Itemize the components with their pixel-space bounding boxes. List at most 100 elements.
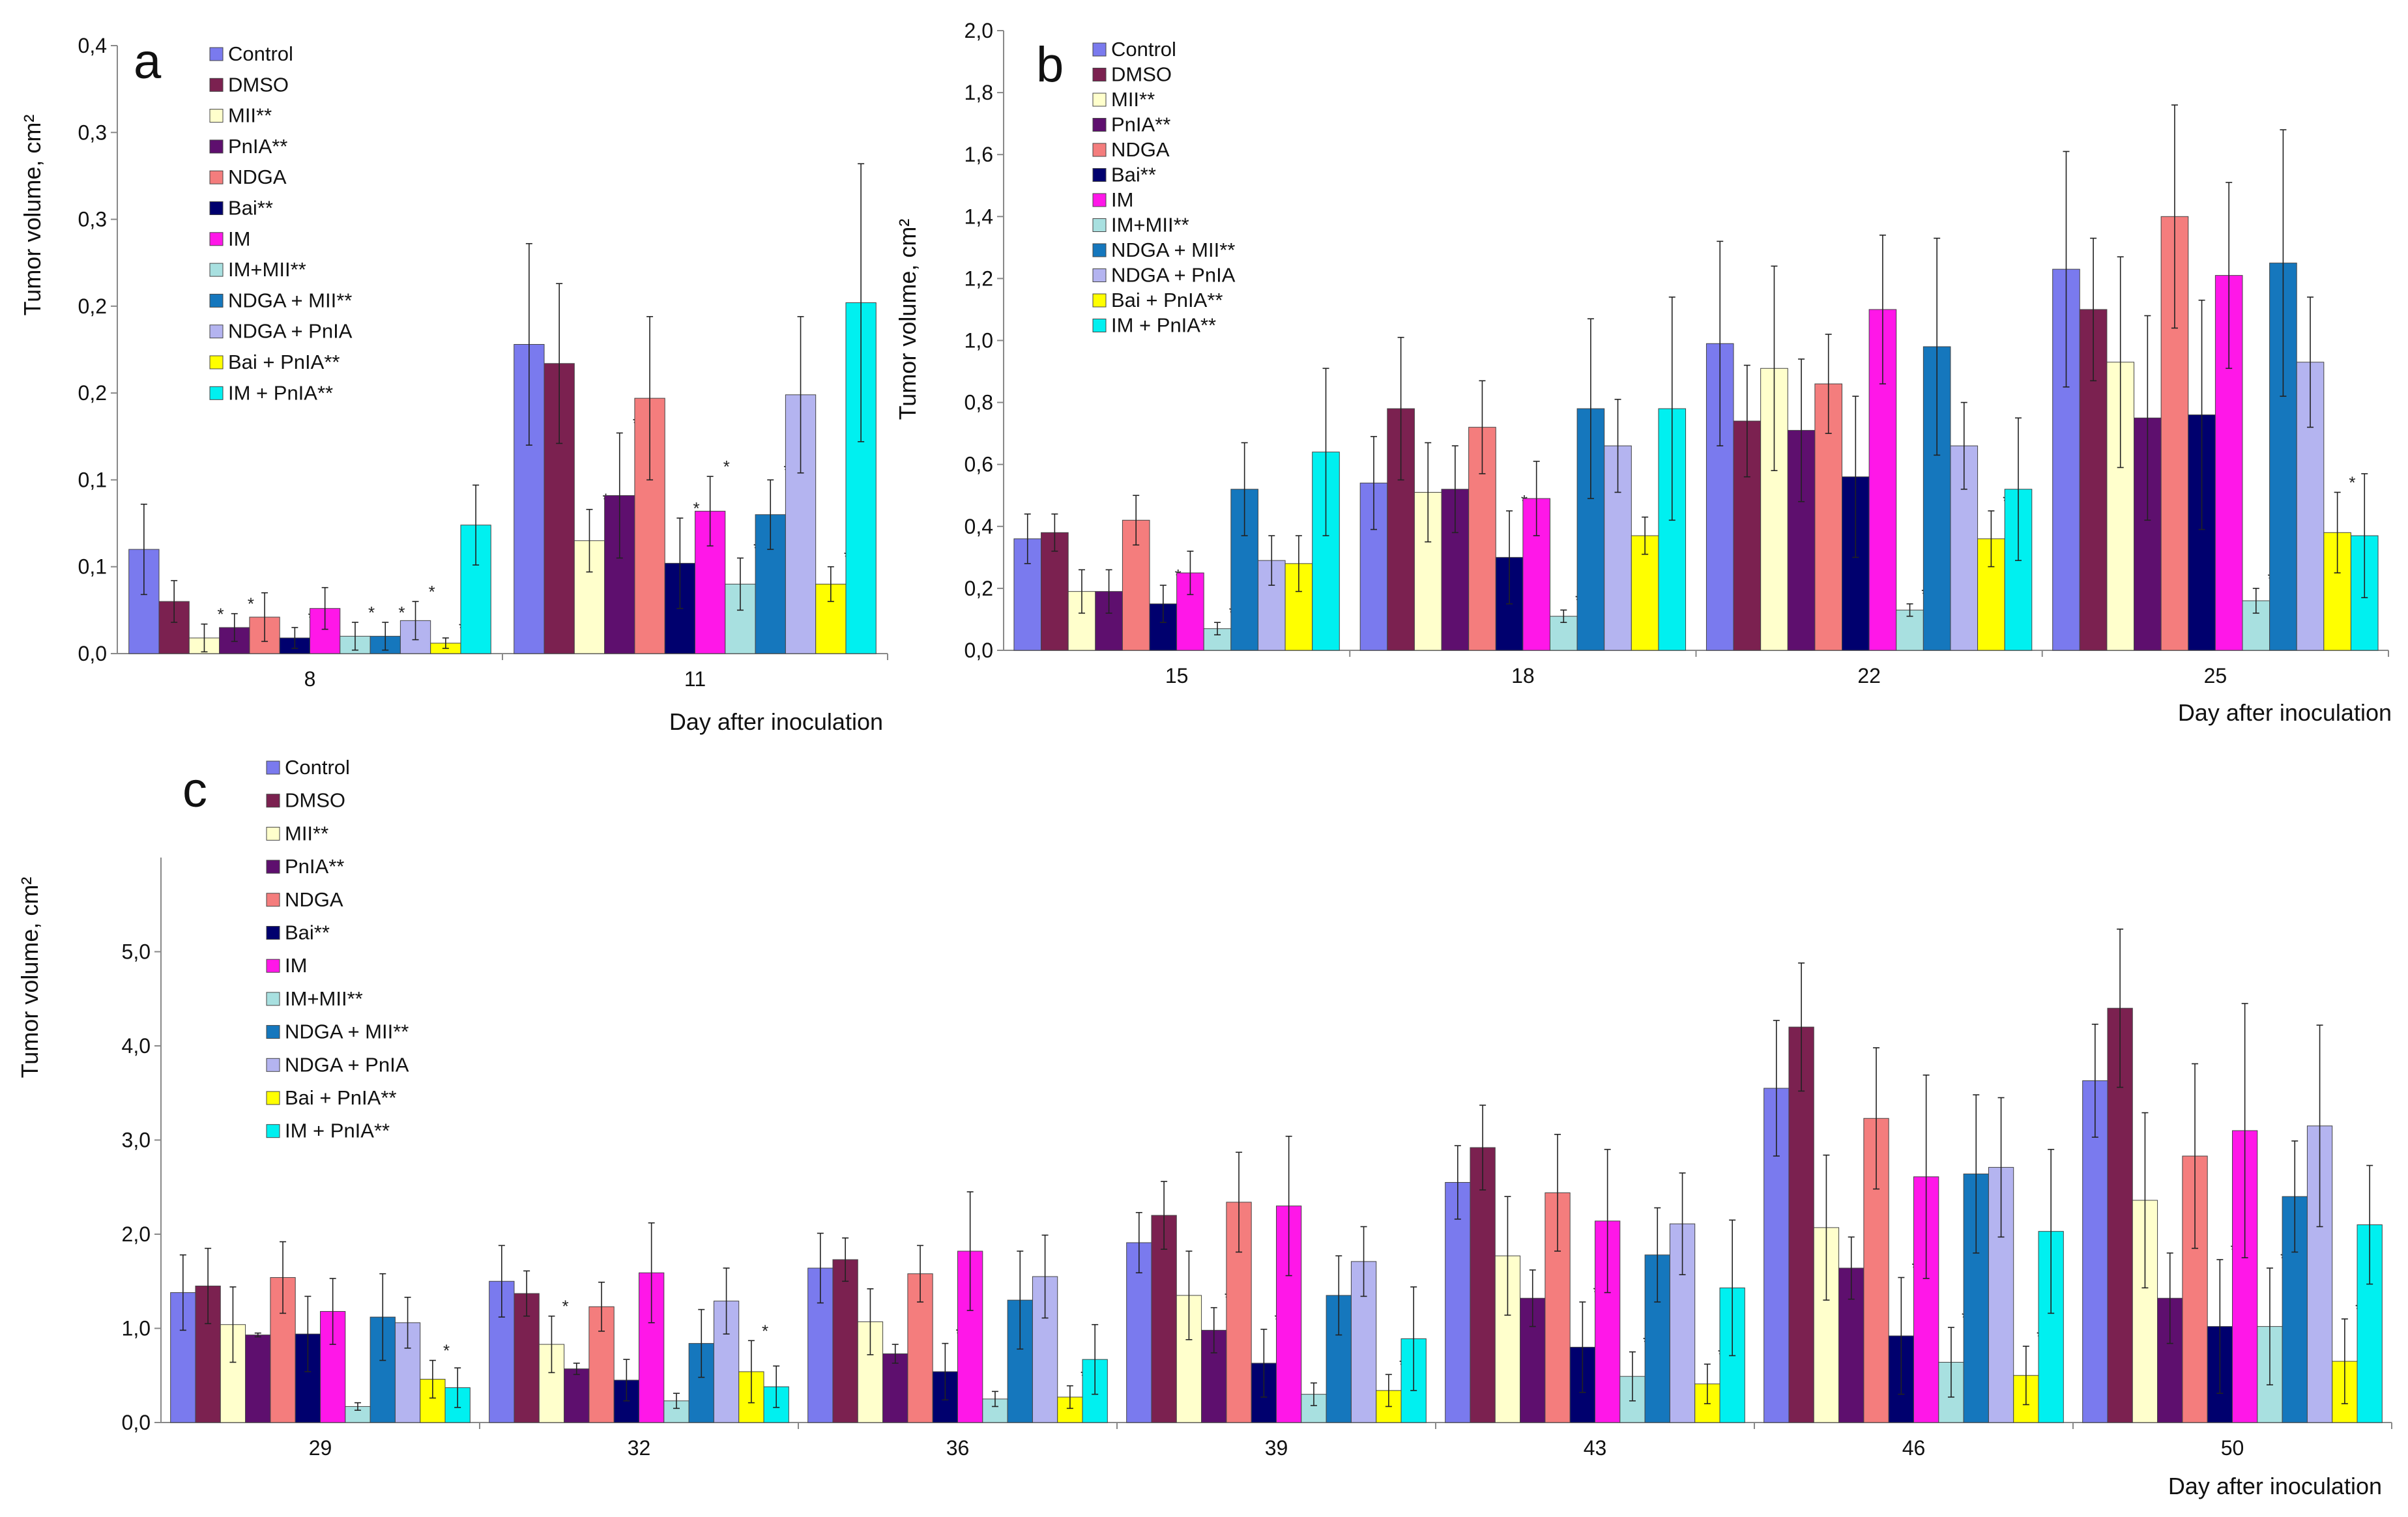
panel-b-ytick-label: 0,0 (965, 639, 993, 662)
panel-a-significance-star: * (368, 603, 375, 622)
panel-b-ytick-label: 1,4 (965, 205, 993, 228)
panel-c-ytick-label: 2,0 (122, 1222, 151, 1246)
panel-c-legend-swatch (266, 959, 280, 973)
panel-a-legend-swatch (209, 139, 224, 154)
panel-a-xlabel: Day after inoculation (669, 708, 883, 735)
panel-b-ytick-label: 1,6 (965, 143, 993, 166)
panel-b-legend-swatch (1092, 168, 1107, 182)
panel-a-legend-swatch (209, 78, 224, 92)
panel-a-significance-star: * (693, 498, 699, 518)
panel-c-label: c (182, 762, 207, 818)
panel-c-bar (2157, 1297, 2183, 1423)
panel-a-legend-swatch (209, 109, 224, 123)
panel-c-legend-swatch (266, 926, 280, 940)
panel-c-xtick-label: 50 (2221, 1436, 2244, 1460)
panel-b-legend-label: NDGA (1111, 138, 1170, 161)
panel-b-legend-swatch (1092, 243, 1107, 257)
panel-c-xtick-label: 32 (628, 1436, 651, 1460)
panel-b-label: b (1036, 37, 1064, 93)
panel-a-ytick-label: 0,1 (78, 555, 107, 579)
panel-b-ytick-label: 1,8 (965, 81, 993, 104)
panel-a-legend-label: PnIA** (228, 135, 287, 158)
panel-c-xtick-label: 29 (309, 1436, 332, 1460)
panel-b-ytick-label: 0,6 (965, 453, 993, 476)
panel-b-legend-label: Control (1111, 38, 1176, 61)
panel-a-ytick-label: 0,2 (78, 295, 107, 318)
panel-c-bar (420, 1379, 446, 1423)
panel-c-xtick-label: 39 (1265, 1436, 1288, 1460)
panel-a-xtick-label: 11 (684, 667, 706, 691)
panel-c-legend-swatch (266, 760, 280, 775)
panel-b-legend-label: PnIA** (1111, 113, 1170, 136)
panel-c-ytick-label: 0,0 (122, 1411, 151, 1434)
panel-c-legend-label: NDGA + PnIA (285, 1053, 409, 1076)
panel-a-legend-swatch (209, 232, 224, 246)
panel-b-ytick-label: 1,0 (965, 329, 993, 353)
panel-c-bar (564, 1368, 590, 1423)
panel-b-legend-label: IM+MII** (1111, 214, 1189, 237)
panel-c-legend-label: Bai** (285, 921, 330, 944)
panel-a-significance-star: * (218, 605, 224, 624)
panel-b-bar (1041, 532, 1069, 651)
panel-a-ytick-label: 0,0 (78, 642, 107, 665)
panel-b-legend-label: MII** (1111, 88, 1155, 111)
panel-a-significance-star: * (398, 603, 405, 622)
panel-b-legend-swatch (1092, 218, 1107, 232)
panel-a-legend-swatch (209, 355, 224, 369)
panel-a-legend-swatch (209, 386, 224, 400)
panel-c-xtick-label: 46 (1902, 1436, 1926, 1460)
panel-a-ylabel: Tumor volume, cm² (19, 115, 46, 316)
panel-c-legend-label: MII** (285, 822, 328, 845)
panel-b-legend-label: NDGA + PnIA (1111, 264, 1236, 287)
panel-c-legend-label: IM+MII** (285, 987, 363, 1010)
panel-a-label: a (134, 34, 162, 89)
panel-b-legend-swatch (1092, 319, 1107, 332)
panel-b-ytick-label: 0,8 (965, 391, 993, 414)
panel-a-legend-label: NDGA + PnIA (228, 320, 353, 343)
panel-a-xtick-label: 8 (304, 667, 316, 691)
panel-a-legend-label: DMSO (228, 73, 289, 96)
panel-b-legend-label: Bai + PnIA** (1111, 289, 1223, 311)
panel-c-legend-label: NDGA + MII** (285, 1020, 409, 1043)
panel-c-ytick-label: 4,0 (122, 1034, 151, 1058)
panel-b-xtick-label: 18 (1511, 664, 1535, 687)
panel-a-legend-swatch (209, 325, 224, 339)
panel-c-bar (245, 1335, 271, 1423)
panel-b-legend-label: NDGA + MII** (1111, 238, 1235, 261)
panel-a-ytick-label: 0,1 (78, 468, 107, 491)
panel-b-xtick-label: 25 (2204, 664, 2227, 687)
panel-c-legend-swatch (266, 1025, 280, 1039)
panel-c-bar (1445, 1182, 1471, 1423)
panel-b-ytick-label: 0,2 (965, 577, 993, 600)
panel-c-ytick-label: 5,0 (122, 940, 151, 964)
panel-c-legend-swatch (266, 1058, 280, 1072)
panel-c-legend-label: IM (285, 954, 307, 977)
panel-b-legend-label: IM + PnIA** (1111, 314, 1216, 337)
panel-a-legend-label: MII** (228, 104, 272, 127)
panel-c-xtick-label: 36 (946, 1436, 970, 1460)
panel-a-significance-star: * (723, 457, 730, 476)
panel-a-ytick-label: 0,4 (78, 34, 107, 57)
panel-c-legend-swatch (266, 893, 280, 907)
panel-c-significance-star: * (762, 1321, 768, 1340)
panel-c-xlabel: Day after inoculation (2168, 1473, 2382, 1499)
panel-b-significance-star: * (2349, 472, 2355, 492)
panel-c-legend-swatch (266, 1124, 280, 1138)
panel-a-chart: a Tumor volume, cm² Day after inoculatio… (19, 34, 888, 735)
panel-b-ytick-label: 2,0 (965, 19, 993, 42)
panel-b-ytick-label: 0,4 (965, 515, 993, 538)
panel-a-legend-swatch (209, 170, 224, 184)
panel-a-legend-label: Bai** (228, 197, 273, 220)
panel-a-legend-swatch (209, 293, 224, 308)
panel-c-legend-swatch (266, 1091, 280, 1105)
panel-a-legend-label: IM + PnIA** (228, 381, 333, 404)
panel-a-legend-label: IM (228, 227, 250, 250)
panel-a-legend-label: NDGA (228, 166, 287, 188)
panel-c-legend-label: IM + PnIA** (285, 1120, 390, 1142)
panel-b-legend-swatch (1092, 193, 1107, 207)
panel-c-bar (1350, 1261, 1377, 1423)
panel-a-legend-label: NDGA + MII** (228, 289, 352, 311)
panel-c-ytick-label: 1,0 (122, 1317, 151, 1340)
panel-b-legend-swatch (1092, 268, 1107, 282)
